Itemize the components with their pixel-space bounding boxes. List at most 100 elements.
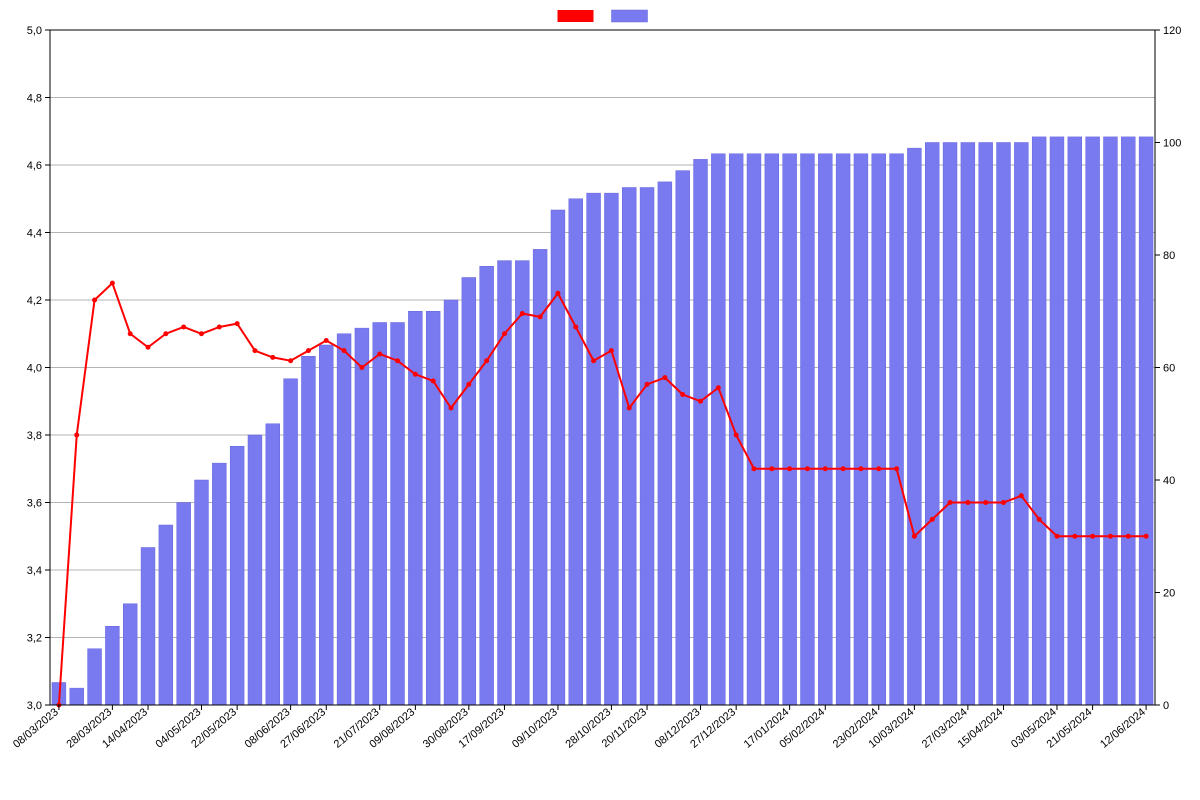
line-marker (805, 466, 810, 471)
line-marker (930, 517, 935, 522)
line-marker (449, 406, 454, 411)
bar (569, 199, 583, 705)
line-marker (858, 466, 863, 471)
bar (997, 143, 1011, 706)
bar (444, 300, 458, 705)
line-marker (252, 348, 257, 353)
bar (230, 446, 244, 705)
line-marker (413, 372, 418, 377)
line-marker (520, 311, 525, 316)
bar (801, 154, 815, 705)
bar (961, 143, 975, 706)
line-marker (841, 466, 846, 471)
bar (266, 424, 280, 705)
bar (836, 154, 850, 705)
bar (284, 379, 298, 705)
bar (729, 154, 743, 705)
line-marker (680, 392, 685, 397)
bar (515, 261, 529, 705)
y-left-tick-label: 3,2 (27, 633, 42, 645)
bar (195, 480, 209, 705)
y-left-tick-label: 5,0 (27, 25, 42, 37)
line-marker (235, 321, 240, 326)
legend-swatch-bar (612, 10, 648, 22)
line-marker (1054, 534, 1059, 539)
line-marker (502, 331, 507, 336)
line-marker (787, 466, 792, 471)
y-left-tick-label: 4,2 (27, 295, 42, 307)
line-marker (965, 500, 970, 505)
y-right-tick-label: 40 (1163, 475, 1175, 487)
bar (890, 154, 904, 705)
y-right-tick-label: 20 (1163, 588, 1175, 600)
line-marker (377, 352, 382, 357)
y-left-tick-label: 3,6 (27, 498, 42, 510)
line-marker (823, 466, 828, 471)
bar (462, 278, 476, 706)
bar (480, 266, 494, 705)
line-marker (217, 325, 222, 330)
bar (70, 688, 84, 705)
line-marker (92, 298, 97, 303)
line-marker (74, 433, 79, 438)
bar (658, 182, 672, 705)
line-marker (769, 466, 774, 471)
chart-container: 3,03,23,43,63,84,04,24,44,64,85,00204060… (0, 0, 1200, 800)
bar (747, 154, 761, 705)
y-left-tick-label: 3,0 (27, 700, 42, 712)
line-marker (146, 345, 151, 350)
bar (1014, 143, 1028, 706)
y-right-tick-label: 100 (1163, 138, 1181, 150)
line-marker (163, 331, 168, 336)
line-marker (1144, 534, 1149, 539)
bar (783, 154, 797, 705)
line-marker (876, 466, 881, 471)
line-marker (324, 338, 329, 343)
y-left-tick-label: 3,4 (27, 565, 42, 577)
bar (1139, 137, 1153, 705)
bar (1032, 137, 1046, 705)
line-marker (1019, 493, 1024, 498)
line-marker (466, 382, 471, 387)
line-marker (662, 375, 667, 380)
line-marker (1126, 534, 1131, 539)
bar (622, 188, 636, 706)
line-marker (751, 466, 756, 471)
line-marker (431, 379, 436, 384)
bar (1050, 137, 1064, 705)
bar (872, 154, 886, 705)
line-marker (1090, 534, 1095, 539)
y-right-tick-label: 120 (1163, 25, 1181, 37)
line-marker (1037, 517, 1042, 522)
line-marker (538, 314, 543, 319)
bar (177, 503, 191, 706)
line-marker (110, 281, 115, 286)
bar (159, 525, 173, 705)
bar (604, 193, 618, 705)
legend-swatch-line (558, 10, 594, 22)
line-marker (734, 433, 739, 438)
bar (212, 463, 226, 705)
bar (979, 143, 993, 706)
line-marker (609, 348, 614, 353)
line-marker (199, 331, 204, 336)
line-marker (983, 500, 988, 505)
combo-chart: 3,03,23,43,63,84,04,24,44,64,85,00204060… (0, 0, 1200, 800)
bar (1121, 137, 1135, 705)
bar (88, 649, 102, 705)
line-marker (270, 355, 275, 360)
bar (105, 626, 119, 705)
line-marker (645, 382, 650, 387)
line-marker (128, 331, 133, 336)
y-left-tick-label: 4,4 (27, 228, 42, 240)
line-marker (716, 385, 721, 390)
bar (355, 328, 369, 705)
line-marker (591, 358, 596, 363)
bar (711, 154, 725, 705)
line-marker (1108, 534, 1113, 539)
bar (907, 148, 921, 705)
bar (391, 323, 405, 706)
line-marker (627, 406, 632, 411)
y-left-tick-label: 4,0 (27, 363, 42, 375)
line-marker (894, 466, 899, 471)
